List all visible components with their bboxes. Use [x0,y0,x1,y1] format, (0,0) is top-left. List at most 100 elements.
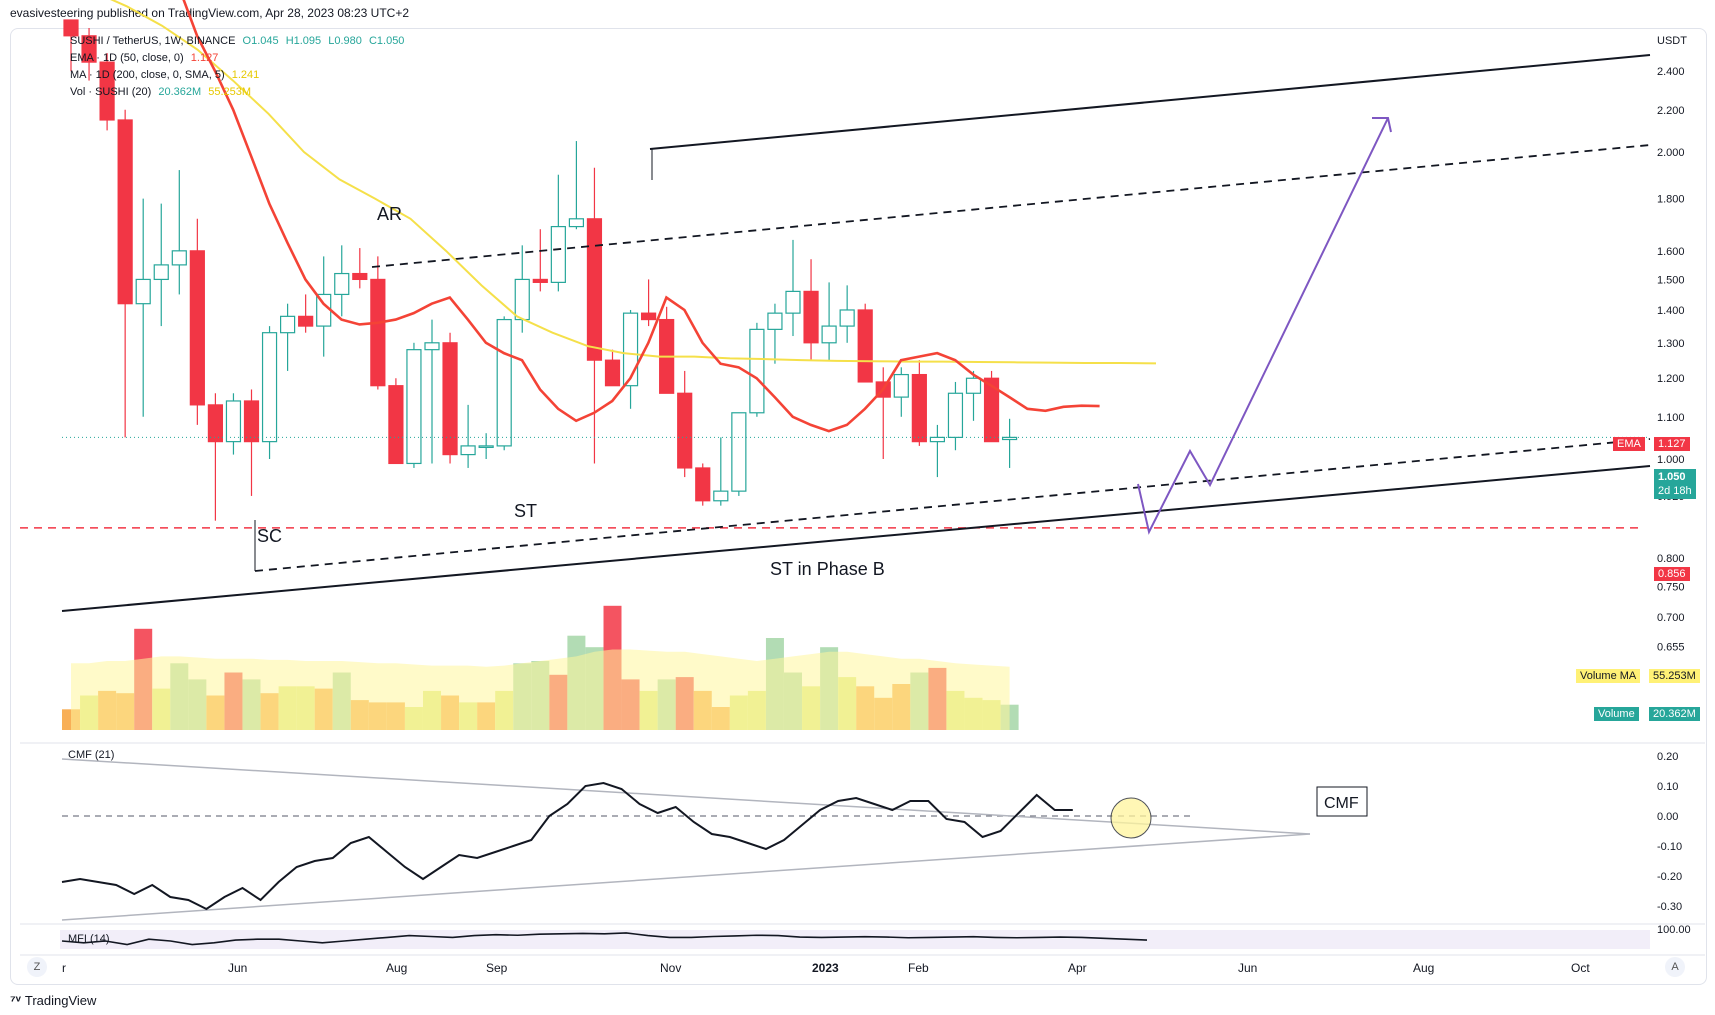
candle-body [225,400,242,443]
price-axis-tick: 2.400 [1657,66,1685,78]
cmf-upper-trendline [61,758,1311,835]
volume-axis-tag: Volume [1594,707,1639,721]
candle-body [677,392,693,469]
cmf-axis-tick: -0.30 [1657,901,1682,913]
candle-body [153,264,169,281]
candle-body [532,278,548,283]
legend-ma-label: MA · 1D (200, close, 0, SMA, 5) [70,69,225,81]
price-axis-tick: 1.300 [1657,338,1685,350]
legend-ema-row[interactable]: EMA · 1D (50, close, 0) 1.127 [70,52,222,64]
candle-body [731,412,747,492]
candle-body [424,342,440,351]
time-axis-tick: Oct [1571,961,1590,975]
candle-body [550,225,566,283]
footer: ⁷ᵛ TradingView [10,992,96,1008]
price-axis-tick: 0.800 [1657,553,1685,565]
candle-body [171,250,187,266]
support-axis-tag: 0.856 [1654,567,1690,581]
legend-ema-label: EMA · 1D (50, close, 0) [70,52,184,64]
candle-body [803,290,819,344]
candle-body [280,315,296,334]
legend-vol-value: 20.362M [158,86,202,98]
auto-scale-button[interactable]: A [1665,957,1685,977]
time-axis-tick: r [62,961,66,975]
candle-body [604,359,621,387]
candle-body [965,377,982,394]
volume-ma-axis-tag: Volume MA [1576,669,1641,683]
price-axis: 2.400 2.200 2.000 1.800 1.600 1.500 1.400 1.300… [1657,66,1685,913]
channel-mid-dashed [371,144,1651,268]
price-axis-tick: 1.100 [1657,412,1685,424]
candle-body [947,392,964,438]
candle-body [388,385,404,465]
cmf-axis-tick: 0.00 [1657,811,1678,823]
candle-body [496,318,512,447]
mfi-band [60,930,1650,949]
candle-body [622,312,639,387]
candle-body [1001,436,1018,441]
candle-body [63,19,79,37]
price-axis-value: 1.050 [1658,471,1686,483]
time-axis-tick: Jun [1238,961,1257,975]
ma-line [110,0,1157,365]
mfi-tick: 100.00 [1657,924,1691,936]
price-axis-tick: 0.750 [1657,581,1685,593]
cmf-highlight-circle [1110,797,1152,839]
tradingview-logo-icon: ⁷ᵛ [10,992,21,1008]
legend-symbol-row[interactable]: SUSHI / TetherUS, 1W, BINANCE O1.045 H1.… [70,35,408,47]
candle-body [893,373,909,398]
time-axis-tick: Aug [386,961,407,975]
volume-layer [62,605,1019,730]
candle-body [298,315,314,327]
candle-body [81,35,97,63]
candle-body [767,312,783,330]
ema-axis-value: 1.127 [1654,437,1690,451]
price-axis-tag: 1.050 2d 18h [1654,469,1696,499]
candle-body [857,309,873,383]
legend-symbol: SUSHI / TetherUS, 1W, BINANCE [70,35,236,47]
cmf-axis-tick: -0.10 [1657,841,1682,853]
candle-body [478,445,494,449]
price-axis-tick: 0.700 [1657,612,1685,624]
cmf-lower-trendline [61,833,1311,921]
time-axis-tick: Sep [486,961,508,975]
volume-ma-axis-label: Volume MA [1580,670,1637,682]
published-by-text: evasivesteering published on TradingView… [10,6,410,20]
volume-axis-value-text: 20.362M [1653,708,1696,720]
candle-body [370,278,386,387]
cmf-layer [61,758,1311,921]
candle-body [442,342,458,456]
candle-body [785,290,801,314]
candle-body [117,119,133,305]
price-axis-tick: 1.600 [1657,246,1685,258]
time-axis-tick: Jun [228,961,247,975]
candle-body [695,467,711,502]
cmf-label-box [1316,786,1368,817]
legend-open: O1.045 [242,35,279,47]
candle-body [749,328,765,414]
ema-axis-tag: EMA [1613,437,1645,451]
candle-body [243,400,260,443]
candle-body [821,325,837,344]
time-axis-tick: 2023 [812,961,839,975]
cmf-axis-tick: 0.10 [1657,781,1678,793]
candle-body [261,332,278,443]
legend-vol-row[interactable]: Vol · SUSHI (20) 20.362M 55.253M [70,86,255,98]
legend-ma-row[interactable]: MA · 1D (200, close, 0, SMA, 5) 1.241 [70,69,263,81]
legend-high: H1.095 [285,35,322,47]
candle-body [983,377,1000,443]
zoom-button[interactable]: Z [27,957,47,977]
candle-body [99,61,115,121]
cmf-label-text: CMF [1324,795,1359,812]
projection-path [1137,117,1389,535]
chart-frame [10,28,1707,985]
candle-body [460,445,476,456]
price-axis-tick: 1.200 [1657,373,1685,385]
channel-lower-dashed [254,438,1651,572]
candle-body [911,373,927,443]
volume-ma-axis-value-text: 55.253M [1653,670,1696,682]
mfi-pane-title: MFI (14) [68,933,110,945]
volume-ma-axis-value: 55.253M [1649,669,1700,683]
volume-ma-area [71,649,1010,730]
